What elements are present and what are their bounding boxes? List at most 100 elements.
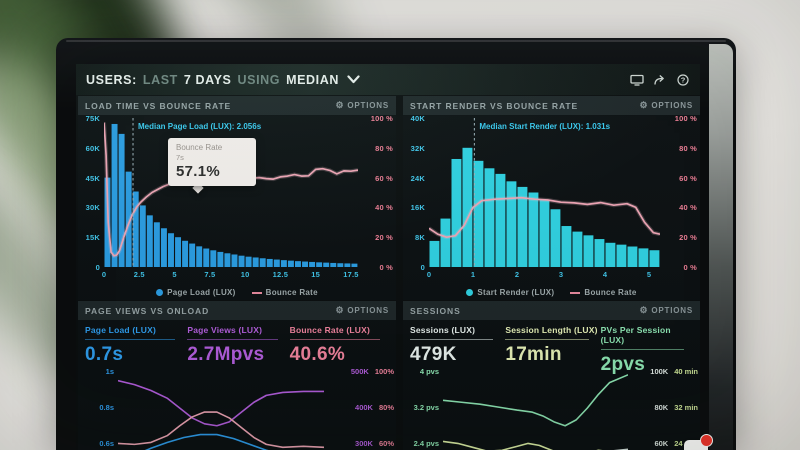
y-axis-right-tick: 40 % <box>679 203 697 213</box>
metric-underline <box>410 339 494 340</box>
options-label: OPTIONS <box>347 101 389 110</box>
metric-bounce-rate: Bounce Rate (LUX) 40.6% <box>289 325 392 366</box>
y-axis-right-tick: 60 % <box>679 173 697 183</box>
panel-title: SESSIONS <box>410 305 461 316</box>
y-axis-tick: 15K <box>85 233 100 243</box>
metric-value: 479K <box>410 344 457 365</box>
chart-tooltip: Bounce Rate 7s 57.1% <box>168 138 256 186</box>
dot-marker-icon <box>466 289 474 296</box>
options-button[interactable]: OPTIONS <box>640 101 693 110</box>
panel-title: PAGE VIEWS VS ONLOAD <box>85 305 210 316</box>
users-label: USERS: <box>86 72 137 87</box>
y-axis-right-tick: 20 % <box>375 233 393 243</box>
y-axis-tick: 8K <box>415 233 425 243</box>
page-views-line <box>118 381 324 426</box>
metric-value: 40.6% <box>289 344 346 365</box>
mini-tick-secondary: 80% <box>378 403 394 412</box>
panel-header: START RENDER VS BOUNCE RATE OPTIONS <box>403 96 700 115</box>
metric-value: 17min <box>505 344 562 365</box>
x-axis-tick: 7.5 <box>204 270 216 279</box>
bounce-rate-line <box>118 412 324 447</box>
x-axis-tick: 5 <box>646 270 652 279</box>
monitor-icon[interactable] <box>629 73 644 86</box>
line-marker-icon <box>570 291 581 294</box>
start-render-histogram-chart <box>429 118 660 267</box>
mini-tick-primary: 100K <box>650 367 669 376</box>
mini-axis-right-tick: 100K 40 min <box>630 367 698 376</box>
pvs-per-session-line <box>443 375 628 426</box>
metric-underline <box>600 349 684 350</box>
median-annotation: Median Page Load (LUX): 2.056s <box>138 122 262 131</box>
mini-tick-primary: 400K <box>355 403 373 412</box>
x-axis-tick: 17.5 <box>343 270 359 279</box>
y-axis-right-tick: 0 % <box>379 263 393 272</box>
panel-header: SESSIONS OPTIONS <box>403 301 700 320</box>
mini-axis-right-tick: 500K 100% <box>326 367 394 376</box>
legend-item[interactable]: Bounce Rate <box>570 288 636 297</box>
metric-label: Sessions (LUX) <box>410 325 476 335</box>
tooltip-series-label: Bounce Rate <box>176 143 223 152</box>
mini-tick-secondary: 100% <box>374 367 394 376</box>
metric-pvs-per-session: PVs Per Session (LUX) 2pvs <box>600 325 696 376</box>
y-axis-tick: 60K <box>85 143 100 153</box>
options-label: OPTIONS <box>347 306 389 315</box>
range-label: 7 DAYS <box>183 72 232 87</box>
y-axis-right-tick: 0 % <box>683 263 697 272</box>
mini-tick-primary: 60K <box>654 439 669 448</box>
options-button[interactable]: OPTIONS <box>336 306 389 315</box>
panel-title: START RENDER VS BOUNCE RATE <box>410 100 579 111</box>
mini-tick-primary: 500K <box>350 367 369 376</box>
page-views-sparkline-chart: 1s 0.8s 0.6s 500K 100% 400K 80% 300K 60% <box>78 363 396 450</box>
mini-axis-tick: 2.4 pvs <box>413 439 439 448</box>
x-axis-tick: 4 <box>602 270 608 279</box>
notification-badge[interactable] <box>682 434 716 450</box>
options-button[interactable]: OPTIONS <box>640 306 693 315</box>
x-axis-tick: 3 <box>558 270 564 279</box>
mini-axis-tick: 4 pvs <box>419 367 439 376</box>
tooltip-x-value: 7s <box>176 153 184 162</box>
options-label: OPTIONS <box>651 101 693 110</box>
dashboard-screen: USERS: LAST 7 DAYS USING MEDIAN ? LOAD T… <box>76 64 700 450</box>
y-axis-tick: 45K <box>85 173 100 183</box>
median-annotation: Median Start Render (LUX): 1.031s <box>479 122 611 131</box>
metric-underline <box>289 339 380 340</box>
x-axis-tick: 2.5 <box>133 270 145 279</box>
bezel-highlight <box>66 40 726 42</box>
page-load-line <box>118 435 324 450</box>
chart-legend: Start Render (LUX) Bounce Rate <box>403 288 700 297</box>
mini-tick-secondary: 32 min <box>674 403 698 412</box>
legend-item[interactable]: Bounce Rate <box>251 288 318 297</box>
y-axis-tick: 32K <box>410 143 425 153</box>
mini-tick-primary: 300K <box>355 439 373 448</box>
options-button[interactable]: OPTIONS <box>336 101 389 110</box>
legend-item[interactable]: Start Render (LUX) <box>466 288 554 297</box>
dashboard-title-dropdown[interactable]: USERS: LAST 7 DAYS USING MEDIAN <box>86 73 360 87</box>
metric-label: Session Length (LUX) <box>505 325 598 335</box>
share-icon[interactable] <box>652 73 667 86</box>
x-axis-tick: 1 <box>470 270 476 279</box>
metric-label: PVs Per Session (LUX) <box>600 325 671 345</box>
legend-item[interactable]: Page Load (LUX) <box>156 288 236 297</box>
mini-tick-primary: 80K <box>654 403 669 412</box>
mini-tick-secondary: 40 min <box>674 367 698 376</box>
help-icon[interactable]: ? <box>675 73 690 86</box>
mini-axis-tick: 0.6s <box>99 439 114 448</box>
panel-sessions: SESSIONS OPTIONS Sessions (LUX) 479K Ses… <box>403 301 700 450</box>
x-axis-tick: 12.5 <box>272 270 289 279</box>
y-axis-tick: 30K <box>85 203 100 213</box>
mini-axis-right-tick: 400K 80% <box>326 403 394 412</box>
dashboard-header: USERS: LAST 7 DAYS USING MEDIAN ? <box>76 64 700 95</box>
mini-axis-right-tick: 80K 32 min <box>630 403 698 412</box>
metric-value: 2.7Mpvs <box>187 344 265 365</box>
y-axis-tick: 75K <box>85 114 100 123</box>
y-axis-tick: 24K <box>410 173 425 183</box>
sessions-sparkline-chart: 4 pvs 3.2 pvs 2.4 pvs 100K 40 min 80K 32 min 60… <box>403 363 700 450</box>
last-label: LAST <box>142 72 178 87</box>
mini-axis-tick: 1s <box>105 367 114 376</box>
metrics-row: Sessions (LUX) 479K Session Length (LUX)… <box>410 325 696 376</box>
y-axis-right-tick: 40 % <box>375 203 393 213</box>
panel-page-views-vs-onload: PAGE VIEWS VS ONLOAD OPTIONS Page Load (… <box>78 301 396 450</box>
metric-value: 0.7s <box>85 344 124 365</box>
metric-label: Page Views (LUX) <box>187 325 263 335</box>
legend-label: Bounce Rate <box>584 288 637 297</box>
